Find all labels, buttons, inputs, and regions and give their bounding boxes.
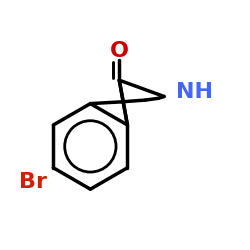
- Text: O: O: [110, 41, 129, 61]
- Text: NH: NH: [176, 82, 213, 102]
- Text: Br: Br: [19, 172, 47, 192]
